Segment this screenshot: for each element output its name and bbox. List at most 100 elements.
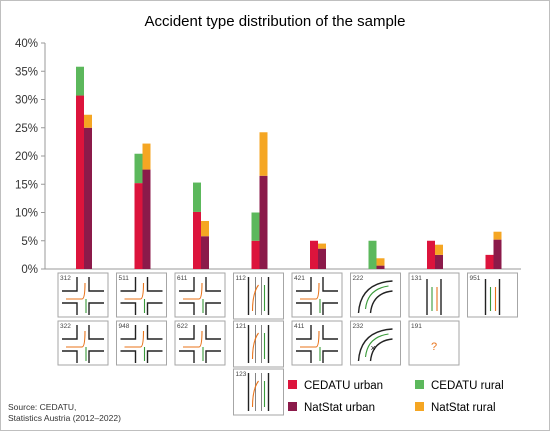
road-line: [300, 330, 320, 348]
pictogram-frame: [408, 320, 460, 366]
road-line: [124, 330, 145, 348]
pictogram-number-948: 948: [119, 323, 130, 330]
pictogram-frame: [233, 272, 284, 320]
pictogram-112: 112: [233, 272, 284, 320]
source-line-2: Statistics Austria (2012–2022): [8, 413, 121, 423]
legend-swatch-cedatu-urban: [288, 380, 297, 390]
bar-611-cedatu-rural: [193, 182, 201, 212]
legend-item-cedatu-rural: CEDATU rural: [415, 380, 504, 392]
bar-312-natstat-urban: [84, 127, 92, 269]
pictogram-number-131: 131: [411, 275, 422, 282]
road-line: [205, 350, 221, 363]
y-tick-label: 20%: [15, 151, 38, 163]
bar-421-natstat-urban: [318, 248, 326, 269]
lane-overtake-icon: [247, 277, 270, 315]
road-line: [146, 350, 163, 363]
bar-222-natstat-rural: [376, 258, 385, 266]
pictogram-number-951: 951: [470, 275, 481, 282]
question-mark-glyph: ?: [431, 341, 437, 353]
road-line: [179, 277, 195, 292]
multi-lane-icon: [247, 325, 270, 363]
pictogram-number-222: 222: [353, 275, 364, 282]
road-line: [251, 284, 259, 312]
road-line: [296, 350, 312, 363]
road-line: [62, 325, 78, 340]
bar-312-cedatu-urban: [76, 95, 84, 269]
pictogram-number-191: 191: [411, 323, 422, 330]
road-line: [357, 280, 393, 314]
road-line: [296, 277, 312, 292]
pictogram-191: 191?: [408, 320, 460, 366]
bar-511-natstat-urban: [142, 169, 151, 269]
road-line: [179, 350, 195, 363]
t-junction-turn-icon: [62, 325, 104, 363]
pictogram-frame: [57, 320, 109, 366]
crossing-turn-icon: [120, 277, 163, 315]
pictogram-number-312: 312: [60, 275, 71, 282]
pictogram-number-421: 421: [294, 275, 305, 282]
road-line: [251, 380, 259, 408]
road-line: [369, 338, 393, 362]
legend-item-cedatu-urban: CEDATU urban: [288, 380, 383, 392]
road-line: [179, 302, 195, 315]
y-tick-label: 10%: [15, 208, 38, 220]
pictogram-312: 312: [57, 272, 109, 318]
bar-951-natstat-rural: [493, 231, 502, 240]
legend-label-natstat-rural: NatStat rural: [431, 402, 496, 414]
bar-112-natstat-urban: [259, 175, 268, 269]
pictogram-number-622: 622: [177, 323, 188, 330]
pictogram-123: 123: [233, 368, 284, 416]
legend-item-natstat-rural: NatStat rural: [415, 402, 496, 414]
bicycle-road-icon: [484, 279, 501, 315]
bar-112-natstat-rural: [259, 132, 268, 176]
road-line: [205, 325, 221, 340]
pictogram-number-121: 121: [236, 323, 247, 330]
pictogram-951: 951: [467, 272, 518, 318]
road-line: [146, 302, 163, 315]
pictogram-frame: [467, 272, 518, 318]
y-tick-label: 30%: [15, 95, 38, 107]
y-tick-label: 5%: [21, 236, 38, 248]
t-junction-turn-icon: [62, 277, 104, 315]
bar-312-natstat-rural: [84, 114, 92, 128]
road-line: [120, 302, 137, 315]
bar-421-natstat-rural: [318, 243, 326, 249]
bar-511-cedatu-urban: [134, 183, 143, 269]
road-line: [62, 302, 78, 315]
bar-131-natstat-urban: [435, 254, 443, 269]
multi-lane-icon: [247, 373, 270, 411]
bar-511-cedatu-rural: [134, 153, 143, 184]
pictogram-611: 611: [174, 272, 226, 318]
legend-label-natstat-urban: NatStat urban: [304, 402, 375, 414]
pictogram-121: 121: [233, 320, 284, 368]
crossing-straight-icon: [179, 277, 221, 315]
road-line: [179, 325, 195, 340]
pictogram-frame: [116, 272, 167, 318]
road-line: [369, 290, 393, 314]
bar-611-natstat-urban: [201, 236, 209, 269]
road-line: [205, 277, 221, 292]
pictogram-frame: [174, 320, 226, 366]
road-line: [322, 350, 338, 363]
source-note: Source: CEDATU, Statistics Austria (2012…: [8, 402, 121, 424]
road-line: [322, 302, 338, 315]
road-line: [146, 277, 163, 292]
unknown-icon: ?: [431, 341, 437, 353]
bar-112-cedatu-rural: [251, 212, 260, 241]
bar-511-natstat-rural: [142, 143, 151, 170]
pictogram-number-112: 112: [236, 275, 247, 282]
pictogram-number-322: 322: [60, 323, 71, 330]
junction-crossing-icon: [296, 325, 338, 363]
bar-131-cedatu-urban: [427, 240, 435, 269]
road-line: [120, 277, 137, 292]
road-line: [124, 282, 145, 300]
road-line: [251, 332, 259, 360]
legend-item-natstat-urban: NatStat urban: [288, 402, 375, 414]
legend-swatch-natstat-urban: [288, 402, 297, 412]
y-tick-label: 25%: [15, 123, 38, 135]
crossing-pedestrian-icon: [120, 325, 163, 363]
y-tick-label: 40%: [15, 38, 38, 50]
pictogram-622: 622: [174, 320, 226, 366]
pictogram-frame: [57, 272, 109, 318]
pictogram-948: 948: [116, 320, 167, 366]
